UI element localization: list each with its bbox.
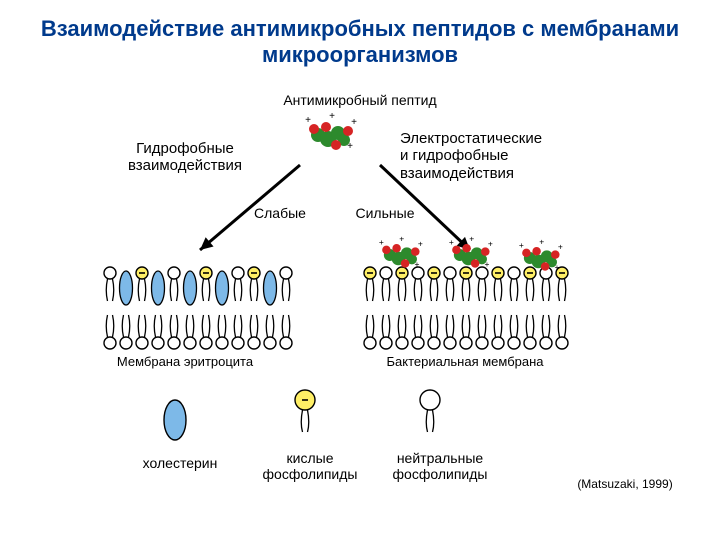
- svg-text:+: +: [379, 237, 384, 247]
- svg-text:+: +: [305, 115, 311, 126]
- svg-text:+: +: [351, 117, 357, 128]
- svg-text:+: +: [558, 242, 563, 252]
- svg-text:+: +: [329, 111, 335, 122]
- svg-text:+: +: [418, 239, 423, 249]
- svg-text:+: +: [415, 259, 420, 269]
- svg-text:+: +: [485, 259, 490, 269]
- diagram-stage: Взаимодействие антимикробных пептидов с …: [0, 0, 720, 540]
- svg-text:+: +: [488, 239, 493, 249]
- svg-text:+: +: [539, 236, 544, 246]
- svg-text:+: +: [469, 233, 474, 243]
- diagram-svg: + + + + + + + + + + + + + + + +: [0, 0, 720, 540]
- svg-text:+: +: [555, 262, 560, 272]
- svg-text:+: +: [449, 237, 454, 247]
- svg-text:+: +: [519, 240, 524, 250]
- svg-text:+: +: [347, 141, 353, 152]
- svg-text:+: +: [399, 233, 404, 243]
